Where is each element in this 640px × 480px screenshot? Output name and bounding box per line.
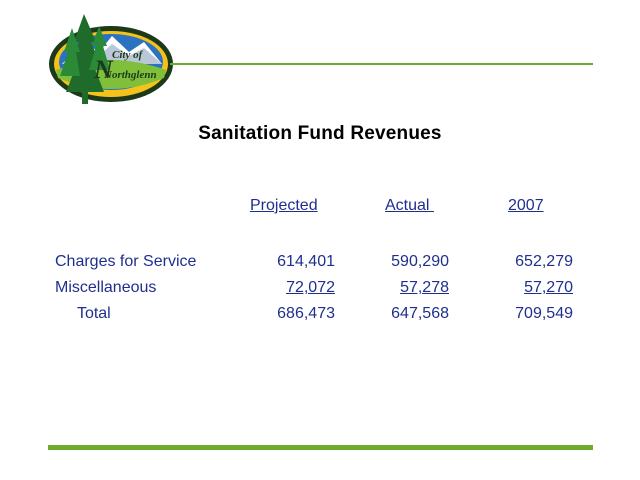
cell-misc-actual: 57,278 bbox=[400, 279, 449, 296]
cell-misc-projected: 72,072 bbox=[286, 279, 335, 296]
cell-charges-actual: 590,290 bbox=[391, 253, 449, 270]
cell-total-2007: 709,549 bbox=[515, 305, 573, 322]
row-label-miscellaneous: Miscellaneous bbox=[55, 279, 157, 296]
column-header-2007: 2007 bbox=[508, 197, 544, 214]
city-of-northglenn-logo: City of Northglenn N bbox=[49, 14, 173, 104]
column-header-actual: Actual bbox=[385, 197, 434, 214]
page-title: Sanitation Fund Revenues bbox=[198, 123, 442, 144]
header-rule bbox=[170, 63, 593, 65]
cell-misc-2007: 57,270 bbox=[524, 279, 573, 296]
cell-charges-projected: 614,401 bbox=[277, 253, 335, 270]
footer-rule bbox=[48, 445, 593, 450]
logo-city-of-text: City of bbox=[112, 49, 144, 61]
column-header-projected: Projected bbox=[250, 197, 318, 214]
logo-initial: N bbox=[93, 55, 114, 84]
logo-northglenn-text: Northglenn bbox=[103, 69, 157, 81]
cell-total-actual: 647,568 bbox=[391, 305, 449, 322]
row-label-charges: Charges for Service bbox=[55, 253, 197, 270]
row-label-total: Total bbox=[55, 305, 111, 322]
cell-charges-2007: 652,279 bbox=[515, 253, 573, 270]
cell-total-projected: 686,473 bbox=[277, 305, 335, 322]
